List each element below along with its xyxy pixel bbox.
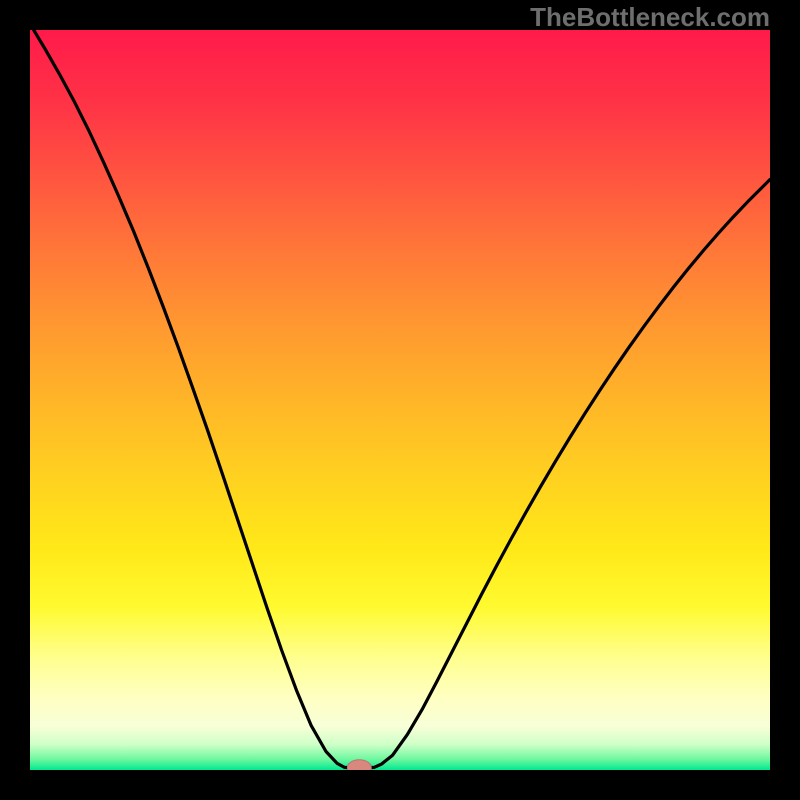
minimum-marker xyxy=(347,760,371,770)
plot-area xyxy=(30,30,770,770)
chart-container: TheBottleneck.com xyxy=(0,0,800,800)
watermark-text: TheBottleneck.com xyxy=(530,2,770,33)
bottleneck-curve xyxy=(34,30,770,768)
curve-layer xyxy=(30,30,770,770)
